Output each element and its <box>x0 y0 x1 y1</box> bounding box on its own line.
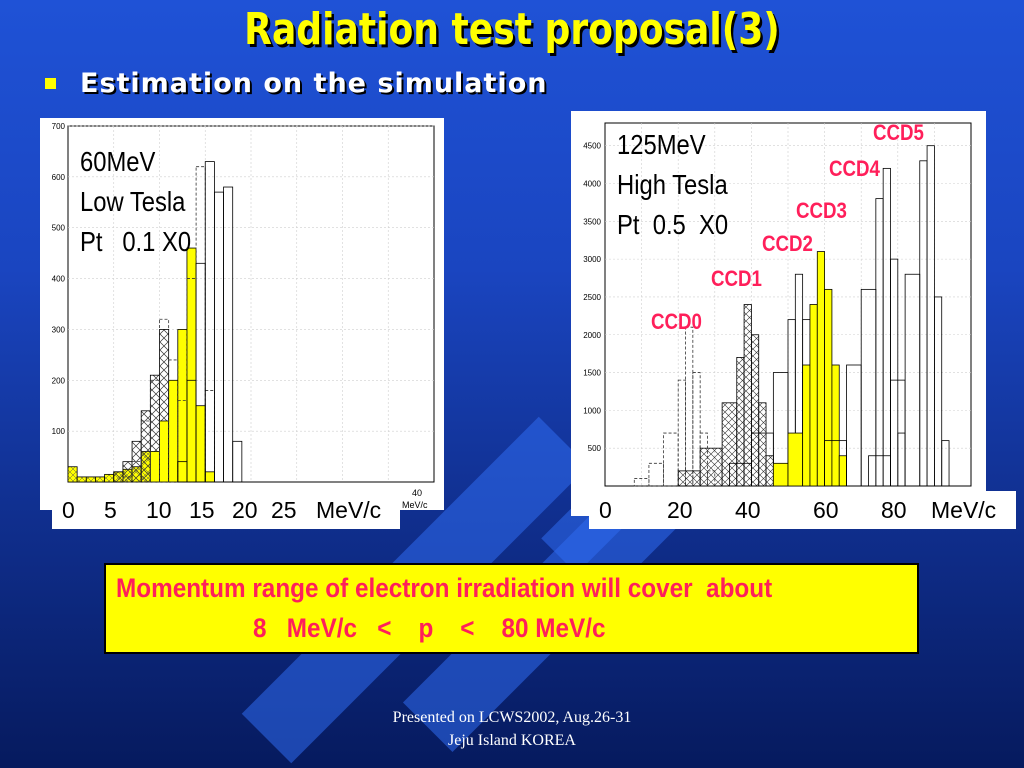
left-chart-panel: 700 600 500 400 300 200 100 40 MeV/c 60MeV Low… <box>40 118 444 510</box>
histogram-bar <box>122 461 133 483</box>
right-tick-label: 60 <box>813 496 839 523</box>
histogram-bar <box>186 247 197 483</box>
histogram-bar <box>177 329 188 483</box>
y-tick-label: 1000 <box>583 406 601 415</box>
histogram-bar <box>758 402 767 487</box>
right-tick-label: 20 <box>667 496 693 523</box>
ccd-label-ccd3: CCD3 <box>796 198 847 223</box>
histogram-bar <box>933 296 943 487</box>
left-chart-text-line-1: 60MeV <box>80 146 156 177</box>
ccd-label-ccd1: CCD1 <box>711 266 762 291</box>
histogram-bar <box>699 447 723 487</box>
histogram-bar <box>159 420 170 483</box>
right-chart-text-line-2: High Tesla <box>617 169 728 200</box>
histogram-bar <box>648 462 664 487</box>
right-tick-label: 80 <box>881 496 907 523</box>
left-tick-label: 20 <box>232 496 258 523</box>
bullet-row: Estimation on the simulation <box>45 68 547 99</box>
ccd-label-ccd2: CCD2 <box>762 231 813 256</box>
left-tick-label: 5 <box>104 496 117 523</box>
note-line-1: Momentum range of electron irradiation w… <box>116 573 773 603</box>
x-unit-small-label: MeV/c <box>402 500 428 510</box>
left-tick-label: 25 <box>271 496 297 523</box>
y-tick-label: 1500 <box>583 369 601 378</box>
histogram-bar <box>633 478 650 487</box>
ccd-label-ccd0: CCD0 <box>651 309 702 334</box>
left-tick-label: MeV/c <box>316 496 382 523</box>
right-tick-label: 0 <box>599 496 612 523</box>
histogram-bar <box>223 186 234 483</box>
histogram-bar <box>736 357 745 487</box>
histogram-bar <box>802 364 811 487</box>
left-histogram: 700 600 500 400 300 200 100 40 MeV/c <box>52 122 435 510</box>
y-tick-label: 500 <box>588 444 602 453</box>
histogram-bar <box>809 304 818 487</box>
left-chart-text-line-2: Low Tesla <box>80 186 186 217</box>
y-tick-label: 700 <box>52 122 66 131</box>
histogram-bar <box>831 364 840 487</box>
histogram-bar <box>168 379 179 483</box>
histogram-bar <box>816 251 825 487</box>
y-tick-label: 300 <box>52 325 66 334</box>
histogram-bar <box>204 471 215 483</box>
ccd-label-ccd4: CCD4 <box>829 156 880 181</box>
momentum-range-note: Momentum range of electron irradiation w… <box>104 563 919 654</box>
histogram-bar <box>787 432 804 487</box>
right-chart-text-line-1: 125MeV <box>617 129 706 160</box>
left-tick-label: 15 <box>189 496 215 523</box>
right-histogram: 4500 4000 3500 3000 2500 2000 1500 1000 500 <box>583 122 972 487</box>
footer-line-1: Presented on LCWS2002, Aug.26-31 <box>392 709 632 726</box>
histogram-bar <box>140 410 151 483</box>
right-chart-panel: 4500 4000 3500 3000 2500 2000 1500 1000 500 125M… <box>571 111 986 516</box>
page-title: Radiation test proposal(3) <box>244 4 780 55</box>
left-tick-strip: 0 5 10 15 20 25 MeV/c <box>52 491 400 529</box>
y-tick-label: 500 <box>52 224 66 233</box>
histogram-bar <box>750 334 760 487</box>
y-tick-label: 4000 <box>583 180 601 189</box>
histogram-bar <box>765 455 774 487</box>
y-tick-label: 4500 <box>583 142 601 151</box>
histogram-bar <box>76 476 87 483</box>
histogram-bar <box>195 405 206 483</box>
right-tick-label: 40 <box>735 496 761 523</box>
histogram-bar <box>113 471 124 483</box>
left-chart-text-line-3: Pt 0.1 X0 <box>80 226 192 257</box>
y-tick-label: 400 <box>52 275 66 284</box>
histogram-bar <box>743 304 752 487</box>
histogram-bar <box>941 440 950 487</box>
histogram-bar <box>772 462 789 487</box>
left-tick-label: 10 <box>146 496 172 523</box>
footer-line-2: Jeju Island KOREA <box>448 732 576 749</box>
y-tick-label: 100 <box>52 427 66 436</box>
histogram-bar <box>85 476 96 483</box>
y-tick-label: 2000 <box>583 331 601 340</box>
y-tick-label: 3500 <box>583 217 601 226</box>
y-tick-label: 3000 <box>583 255 601 264</box>
histogram-bar <box>232 440 243 483</box>
right-tick-label: MeV/c <box>931 496 997 523</box>
histogram-bar <box>838 455 847 487</box>
x-axis-end-label: 40 <box>412 488 422 498</box>
left-tick-label: 0 <box>62 496 75 523</box>
y-tick-label: 2500 <box>583 293 601 302</box>
histogram-bar <box>104 473 115 483</box>
right-chart-text-line-3: Pt 0.5 X0 <box>617 209 729 240</box>
histogram-bar <box>149 451 160 483</box>
y-tick-label: 600 <box>52 173 66 182</box>
note-line-2: 8 MeV/c < p < 80 MeV/c <box>253 613 606 643</box>
bullet-square-icon <box>45 78 56 89</box>
bullet-text: Estimation on the simulation <box>80 68 548 99</box>
y-tick-label: 200 <box>52 376 66 385</box>
histogram-bar <box>824 288 833 487</box>
right-tick-strip: 0 20 40 60 80 MeV/c <box>589 491 1016 529</box>
histogram-bar <box>95 476 106 483</box>
histogram-bar <box>677 470 701 487</box>
histogram-bar <box>67 466 78 483</box>
ccd-label-ccd5: CCD5 <box>873 120 924 145</box>
